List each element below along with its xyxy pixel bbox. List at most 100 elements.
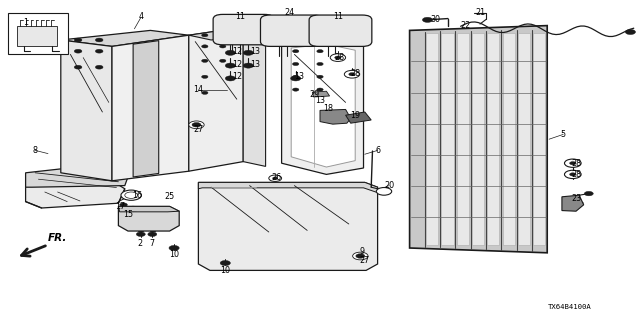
Text: 13: 13 (315, 96, 325, 105)
Circle shape (335, 56, 341, 59)
Text: 22: 22 (461, 21, 471, 30)
Text: 13: 13 (250, 47, 260, 56)
Polygon shape (133, 41, 159, 177)
Circle shape (136, 232, 145, 236)
Circle shape (225, 50, 236, 55)
Text: 29: 29 (310, 90, 320, 99)
Text: 26: 26 (271, 173, 282, 182)
Circle shape (349, 73, 355, 76)
Polygon shape (562, 195, 584, 211)
Polygon shape (410, 26, 547, 253)
Circle shape (344, 70, 360, 78)
Polygon shape (118, 206, 179, 231)
FancyBboxPatch shape (426, 33, 438, 245)
Circle shape (317, 88, 323, 91)
Text: 13: 13 (250, 60, 260, 68)
FancyBboxPatch shape (533, 33, 545, 245)
Polygon shape (282, 34, 364, 174)
Text: 6: 6 (375, 146, 380, 155)
Text: 4: 4 (138, 12, 143, 20)
Circle shape (202, 59, 208, 62)
Circle shape (292, 50, 299, 53)
Text: 2: 2 (137, 239, 142, 248)
Text: TX64B4100A: TX64B4100A (548, 304, 591, 310)
Circle shape (220, 59, 226, 62)
Text: 12: 12 (232, 60, 242, 68)
Circle shape (564, 170, 581, 179)
Text: 12: 12 (232, 72, 242, 81)
Text: 28: 28 (571, 159, 581, 168)
Circle shape (225, 76, 236, 81)
Polygon shape (198, 182, 378, 270)
Polygon shape (346, 112, 371, 123)
Circle shape (291, 76, 301, 81)
Text: 27: 27 (193, 125, 204, 134)
Polygon shape (118, 206, 179, 212)
Text: 28: 28 (571, 170, 581, 179)
FancyBboxPatch shape (8, 13, 68, 54)
Circle shape (220, 260, 230, 266)
Polygon shape (312, 91, 330, 97)
Text: 28: 28 (350, 69, 360, 78)
Circle shape (422, 17, 433, 22)
Text: 7: 7 (150, 239, 155, 248)
Circle shape (148, 232, 157, 236)
Circle shape (189, 121, 204, 129)
Circle shape (225, 63, 236, 68)
Circle shape (292, 88, 299, 91)
Text: 25: 25 (164, 192, 175, 201)
Circle shape (243, 50, 253, 55)
FancyBboxPatch shape (309, 15, 372, 46)
FancyBboxPatch shape (518, 33, 530, 245)
Circle shape (192, 123, 201, 127)
Circle shape (202, 75, 208, 78)
Text: 9: 9 (359, 247, 364, 256)
Circle shape (202, 91, 208, 94)
Text: 15: 15 (123, 210, 133, 219)
Circle shape (356, 254, 365, 258)
FancyBboxPatch shape (502, 33, 515, 245)
Circle shape (220, 45, 226, 48)
Text: 14: 14 (193, 85, 204, 94)
Circle shape (292, 62, 299, 66)
Text: 5: 5 (561, 130, 566, 139)
Circle shape (564, 159, 581, 167)
Circle shape (625, 29, 636, 35)
Circle shape (169, 245, 179, 251)
FancyBboxPatch shape (213, 14, 274, 45)
Circle shape (95, 65, 103, 69)
Text: 8: 8 (33, 146, 38, 155)
Circle shape (125, 192, 138, 198)
Polygon shape (282, 34, 364, 45)
Text: FR.: FR. (48, 233, 67, 243)
Circle shape (74, 65, 82, 69)
Text: 17: 17 (115, 202, 125, 211)
Text: 20: 20 (384, 181, 394, 190)
Circle shape (74, 38, 82, 42)
Polygon shape (112, 35, 189, 181)
Circle shape (129, 207, 138, 212)
Circle shape (269, 175, 282, 181)
Circle shape (95, 49, 103, 53)
Circle shape (74, 49, 82, 53)
Circle shape (202, 34, 208, 37)
Circle shape (292, 75, 299, 78)
Circle shape (95, 38, 103, 42)
Text: 12: 12 (232, 47, 242, 56)
FancyBboxPatch shape (260, 15, 323, 46)
Polygon shape (61, 40, 112, 181)
Text: 24: 24 (284, 8, 294, 17)
Circle shape (317, 50, 323, 53)
Circle shape (121, 190, 141, 200)
Circle shape (353, 252, 368, 260)
Text: 28: 28 (334, 53, 344, 62)
FancyBboxPatch shape (472, 33, 484, 245)
Circle shape (220, 34, 226, 37)
Polygon shape (189, 27, 243, 171)
Circle shape (317, 62, 323, 66)
Text: 27: 27 (360, 256, 370, 265)
Circle shape (317, 75, 323, 78)
Text: 1: 1 (23, 18, 28, 27)
Text: 21: 21 (475, 8, 485, 17)
Circle shape (273, 177, 278, 180)
